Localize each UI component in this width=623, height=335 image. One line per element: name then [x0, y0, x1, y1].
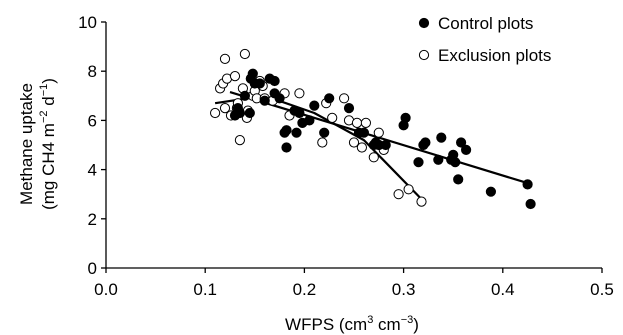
control-point — [291, 127, 302, 138]
exclusion-point — [356, 142, 367, 153]
control-point — [234, 107, 245, 119]
exclusion-point — [219, 53, 231, 65]
exclusion-point — [219, 103, 231, 114]
control-point — [274, 93, 285, 104]
exclusion-point — [368, 152, 379, 163]
exclusion-point — [327, 112, 338, 124]
y-axis-title-line2: (mg CH4 m−2 d−1) — [38, 78, 58, 210]
control-point — [461, 144, 472, 155]
control-point — [324, 93, 335, 104]
exclusion-point — [360, 117, 371, 129]
control-point — [254, 78, 265, 89]
control-point — [244, 107, 255, 119]
control-point — [380, 139, 391, 151]
x-ticks: 0.0 0.1 0.2 0.3 0.4 0.5 — [94, 268, 614, 299]
control-point — [456, 137, 467, 148]
control-point — [436, 132, 447, 143]
control-point — [281, 125, 292, 136]
exclusion-point — [393, 189, 404, 200]
x-tick-label: 0.2 — [293, 280, 317, 299]
y-axis-title: Methane uptake (mg CH4 m−2 d−1) — [17, 78, 58, 210]
control-point — [400, 112, 411, 124]
legend: Control plots Exclusion plots — [418, 14, 551, 65]
y-tick-label: 8 — [88, 62, 97, 81]
exclusion-point — [210, 107, 221, 119]
control-point — [358, 127, 369, 138]
data-points — [210, 48, 536, 210]
y-tick-label: 2 — [88, 210, 97, 229]
legend-label-exclusion: Exclusion plots — [438, 46, 551, 65]
exclusion-point — [351, 117, 363, 129]
control-point — [450, 157, 461, 168]
exclusion-point — [373, 127, 384, 138]
x-tick-label: 0.5 — [590, 280, 614, 299]
control-point — [239, 90, 250, 101]
y-tick-label: 6 — [88, 111, 97, 130]
y-tick-label: 0 — [88, 259, 97, 278]
y-tick-label: 4 — [88, 161, 97, 180]
y-ticks: 0 2 4 6 8 10 — [78, 13, 106, 278]
legend-marker-exclusion — [418, 49, 430, 61]
exclusion-point — [294, 88, 305, 99]
exclusion-point — [239, 48, 250, 60]
y-tick-label: 10 — [78, 13, 97, 32]
control-point — [259, 95, 270, 106]
control-point — [433, 154, 444, 165]
x-tick-label: 0.0 — [94, 280, 118, 299]
control-point — [413, 157, 424, 168]
control-point — [247, 68, 258, 79]
control-point — [309, 100, 320, 111]
control-point — [319, 127, 330, 138]
control-point — [525, 198, 536, 210]
control-point — [522, 179, 533, 190]
control-point — [269, 75, 280, 87]
control-point — [343, 103, 355, 114]
x-tick-label: 0.1 — [193, 280, 217, 299]
legend-label-control: Control plots — [438, 14, 533, 33]
exclusion-point — [416, 196, 427, 207]
control-point — [304, 115, 315, 126]
legend-marker-control — [418, 17, 430, 29]
x-tick-label: 0.4 — [491, 280, 515, 299]
control-point — [453, 174, 464, 185]
exclusion-point — [229, 71, 241, 82]
exclusion-point — [234, 135, 245, 146]
x-tick-label: 0.3 — [392, 280, 416, 299]
exclusion-point — [339, 93, 350, 104]
control-point — [485, 186, 496, 197]
exclusion-point — [348, 137, 360, 148]
control-point — [294, 107, 305, 119]
control-point — [281, 142, 292, 153]
exclusion-point — [403, 184, 414, 195]
y-axis-title-line1: Methane uptake — [17, 83, 36, 205]
exclusion-point — [317, 137, 328, 148]
x-axis-title: WFPS (cm3 cm−3) — [285, 314, 419, 334]
axes — [105, 22, 602, 269]
control-point — [420, 137, 431, 148]
